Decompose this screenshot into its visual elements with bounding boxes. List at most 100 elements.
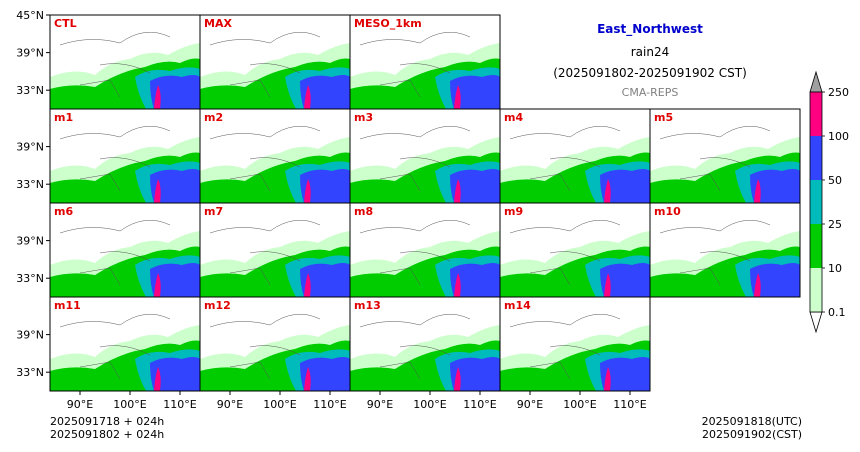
precip-band-100 — [604, 273, 611, 297]
y-tick-label: 39°N — [16, 235, 44, 248]
boundary-lines — [359, 31, 471, 98]
precip-band-50 — [150, 169, 200, 203]
panel-title: m7 — [204, 205, 223, 218]
region-title: East_Northwest — [597, 22, 703, 36]
x-tick-label: 90°E — [517, 398, 543, 411]
colorbar-segment — [810, 268, 822, 312]
map-panel-m14: m14 — [499, 296, 651, 392]
precip-band-50 — [750, 263, 800, 297]
map-panel-m5: m5 — [649, 108, 801, 204]
colorbar-label: 100 — [828, 130, 849, 143]
x-tick-label: 100°E — [263, 398, 296, 411]
map-panel-MESO_1km: MESO_1km — [349, 14, 501, 110]
map-panel-CTL: CTL — [49, 14, 201, 110]
precip-band-50 — [300, 169, 350, 203]
precip-band-50 — [300, 357, 350, 391]
panel-title: CTL — [54, 17, 77, 30]
x-tick-label: 100°E — [113, 398, 146, 411]
y-tick-label: 33°N — [16, 178, 44, 191]
panel-title: m13 — [354, 299, 381, 312]
boundary-lines — [59, 313, 171, 380]
panel-frame — [499, 296, 651, 392]
x-tick-label: 110°E — [163, 398, 196, 411]
colorbar-over-arrow — [809, 70, 823, 93]
precip-band-100 — [304, 179, 311, 203]
boundary-lines — [359, 219, 471, 286]
map-panel-m6: m6 — [49, 202, 201, 298]
precip-band-100 — [604, 179, 611, 203]
y-tick-label: 45°N — [16, 9, 44, 22]
precip-band-50 — [600, 263, 650, 297]
init-cst-line: 2025091802 + 024h — [50, 428, 165, 441]
precip-band-50 — [600, 357, 650, 391]
y-tick-label: 39°N — [16, 47, 44, 60]
map-panel-m3: m3 — [349, 108, 501, 204]
precip-band-50 — [600, 169, 650, 203]
precip-band-100 — [454, 367, 461, 391]
precip-band-100 — [154, 367, 161, 391]
y-tick-label: 33°N — [16, 272, 44, 285]
map-panel-m8: m8 — [349, 202, 501, 298]
colorbar-label: 25 — [828, 218, 842, 231]
map-panel-m12: m12 — [199, 296, 351, 392]
period-title: (2025091802-2025091902 CST) — [553, 66, 747, 80]
panel-title: m10 — [654, 205, 681, 218]
boundary-lines — [59, 219, 171, 286]
boundary-lines — [359, 313, 471, 380]
colorbar-frame — [809, 91, 823, 313]
colorbar-label: 10 — [828, 262, 842, 275]
y-tick-label: 39°N — [16, 141, 44, 154]
panel-title: m9 — [504, 205, 523, 218]
boundary-lines — [509, 313, 621, 380]
x-tick-label: 90°E — [367, 398, 393, 411]
colorbar: 0.1 10 25 50 100 250 — [809, 70, 849, 334]
boundary-lines — [659, 125, 771, 192]
precip-band-100 — [454, 179, 461, 203]
colorbar-segment — [810, 136, 822, 180]
precip-band-50 — [300, 75, 350, 109]
panel-title: m1 — [54, 111, 73, 124]
colorbar-label: 250 — [828, 86, 849, 99]
precip-band-100 — [454, 273, 461, 297]
precip-band-100 — [304, 85, 311, 109]
panel-title: m2 — [204, 111, 223, 124]
precip-band-50 — [450, 169, 500, 203]
map-panel-m13: m13 — [349, 296, 501, 392]
panel-title: MAX — [204, 17, 232, 30]
panel-title: m5 — [654, 111, 673, 124]
valid-cst-line: 2025091902(CST) — [702, 428, 802, 441]
x-tick-label: 90°E — [217, 398, 243, 411]
valid-time-block: 2025091818(UTC) 2025091902(CST) — [702, 415, 802, 441]
panel-title: m3 — [354, 111, 373, 124]
precip-band-50 — [150, 263, 200, 297]
boundary-lines — [59, 125, 171, 192]
precip-band-50 — [150, 75, 200, 109]
map-panel-m9: m9 — [499, 202, 651, 298]
x-tick-label: 110°E — [463, 398, 496, 411]
boundary-lines — [209, 31, 321, 98]
panel-title: m12 — [204, 299, 231, 312]
panel-title: m11 — [54, 299, 81, 312]
colorbar-label: 50 — [828, 174, 842, 187]
panel-frame — [649, 202, 801, 298]
precip-band-50 — [450, 357, 500, 391]
map-panel-m4: m4 — [499, 108, 651, 204]
precip-band-100 — [754, 273, 761, 297]
panel-title: m14 — [504, 299, 531, 312]
boundary-lines — [209, 219, 321, 286]
panel-title: m6 — [54, 205, 73, 218]
valid-utc-line: 2025091818(UTC) — [701, 415, 802, 428]
x-tick-label: 90°E — [67, 398, 93, 411]
colorbar-label: 0.1 — [828, 306, 846, 319]
x-tick-label: 100°E — [413, 398, 446, 411]
map-panel-m11: m11 — [49, 296, 201, 392]
precip-band-100 — [754, 179, 761, 203]
y-tick-label: 33°N — [16, 84, 44, 97]
x-tick-label: 100°E — [563, 398, 596, 411]
init-time-block: 2025091718 + 024h 2025091802 + 024h — [50, 415, 164, 441]
map-panel-m7: m7 — [199, 202, 351, 298]
boundary-lines — [509, 219, 621, 286]
colorbar-under-arrow — [809, 311, 823, 334]
boundary-lines — [209, 313, 321, 380]
